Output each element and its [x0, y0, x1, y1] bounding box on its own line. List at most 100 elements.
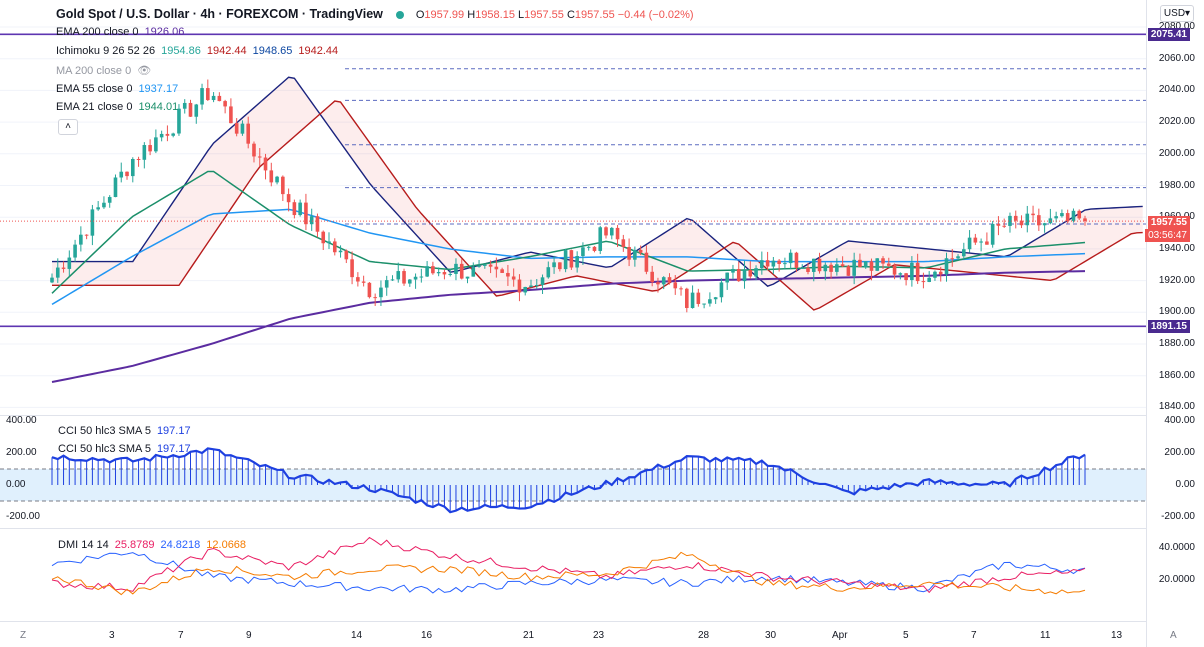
candle-body: [592, 246, 597, 251]
candle-body: [436, 272, 441, 274]
candle-body: [1013, 215, 1018, 221]
price-axis[interactable]: 2080.00 2060.00 2040.00 2020.00 2000.00 1980.…: [1146, 0, 1204, 647]
ichimoku-cloud: [52, 77, 1143, 310]
chart-header: Gold Spot / U.S. Dollar · 4h · FOREXCOM …: [56, 7, 694, 21]
time-tick: 14: [351, 630, 363, 641]
candle-body: [875, 258, 880, 271]
candle-body: [396, 271, 401, 280]
ohlc-open: 1957.99: [424, 9, 465, 21]
candle-body: [1065, 213, 1070, 221]
candle-body: [534, 284, 539, 286]
candle-body: [373, 297, 377, 299]
candle-body: [419, 276, 424, 278]
candle-body: [944, 258, 949, 275]
candle-body: [817, 258, 822, 272]
auto-scale-button[interactable]: A: [1170, 630, 1177, 641]
candle-body: [67, 257, 72, 269]
legend-cci-1[interactable]: CCI 50 hlc3 SMA 5 197.17: [58, 425, 191, 437]
chart-canvas[interactable]: [0, 0, 1146, 647]
candle-body: [708, 299, 712, 304]
candle-body: [130, 159, 135, 177]
cci-line: [51, 447, 1086, 514]
dmi-tick: 40.0000: [1158, 542, 1195, 553]
time-tick: 11: [1040, 630, 1051, 641]
candle-body: [229, 106, 233, 124]
candle-body: [61, 267, 66, 269]
candle-body: [696, 292, 701, 304]
time-tick: 7: [178, 630, 184, 641]
cci-left-tick: 400.00: [6, 415, 37, 426]
collapse-legend-button[interactable]: ˄: [58, 119, 78, 135]
ohlc-low: 1957.55: [524, 9, 564, 21]
candle-body: [933, 271, 937, 278]
candle-body: [84, 234, 89, 236]
candle-body: [154, 137, 158, 152]
candle-body: [211, 95, 216, 101]
candle-body: [257, 156, 262, 158]
legend-ema21[interactable]: EMA 21 close 0 1944.01: [56, 101, 179, 113]
candle-body: [950, 258, 955, 260]
candle-body: [298, 202, 302, 216]
time-tick: 5: [903, 630, 909, 641]
candle-body: [904, 273, 908, 281]
candle-body: [96, 207, 100, 210]
market-status-icon: [396, 10, 405, 19]
candle-body: [633, 249, 637, 260]
level-low-tag: 1891.15: [1147, 320, 1190, 333]
candle-body: [367, 282, 372, 298]
candle-body: [384, 280, 389, 288]
candle-body: [402, 271, 406, 284]
candle-body: [962, 249, 966, 257]
ichimoku-span-a: [52, 76, 1143, 287]
legend-ma200[interactable]: MA 200 close 0 👁: [56, 65, 152, 77]
dmi-tick: 20.0000: [1158, 574, 1195, 585]
candle-body: [206, 88, 210, 101]
candle-body: [552, 262, 556, 268]
candle-body: [471, 266, 476, 277]
price-tick: 1980.00: [1158, 179, 1195, 191]
candle-body: [269, 170, 274, 183]
cci-tick: 400.00: [1164, 415, 1195, 426]
candle-body: [1042, 223, 1047, 226]
currency-button[interactable]: USD▾: [1160, 5, 1194, 22]
candle-body: [73, 244, 77, 258]
candle-body: [788, 252, 793, 264]
cci-pane[interactable]: [0, 416, 1146, 529]
candle-body: [350, 259, 354, 278]
candle-body: [910, 262, 914, 281]
candle-body: [1060, 213, 1064, 217]
candle-body: [506, 272, 510, 277]
legend-ichimoku[interactable]: Ichimoku 9 26 52 26 1954.86 1942.44 1948.65…: [56, 45, 339, 57]
legend-dmi[interactable]: DMI 14 14 25.8789 24.8218 12.0668: [58, 539, 247, 551]
candle-body: [1019, 220, 1024, 226]
candle-body: [332, 241, 337, 253]
legend-ema55[interactable]: EMA 55 close 0 1937.17: [56, 83, 179, 95]
candle-body: [1077, 210, 1082, 219]
legend-ema200[interactable]: EMA 200 close 0 1926.06: [56, 26, 185, 38]
candle-body: [581, 247, 585, 256]
candle-body: [327, 241, 331, 244]
candle-body: [990, 223, 995, 245]
hidden-eye-icon[interactable]: 👁: [137, 65, 152, 77]
candle-body: [55, 267, 60, 278]
candle-body: [79, 234, 83, 245]
candle-body: [413, 276, 418, 280]
price-pane[interactable]: [0, 0, 1146, 416]
dmi-pane[interactable]: [0, 529, 1146, 622]
candle-body: [754, 268, 758, 277]
zoom-z-button[interactable]: Z: [20, 630, 27, 641]
candle-body: [742, 270, 747, 282]
candle-body: [511, 276, 516, 280]
symbol-title[interactable]: Gold Spot / U.S. Dollar · 4h · FOREXCOM …: [56, 7, 383, 21]
candle-body: [425, 266, 429, 277]
candle-body: [459, 263, 464, 279]
candle-body: [483, 264, 487, 266]
candle-body: [979, 241, 983, 243]
legend-cci-2[interactable]: CCI 50 hlc3 SMA 5 197.17: [58, 443, 191, 455]
cci-left-tick: 200.00: [6, 447, 37, 458]
candle-body: [869, 261, 874, 271]
candle-body: [644, 252, 649, 272]
candle-body: [540, 277, 545, 285]
candle-body: [494, 266, 499, 270]
candle-body: [760, 260, 764, 269]
